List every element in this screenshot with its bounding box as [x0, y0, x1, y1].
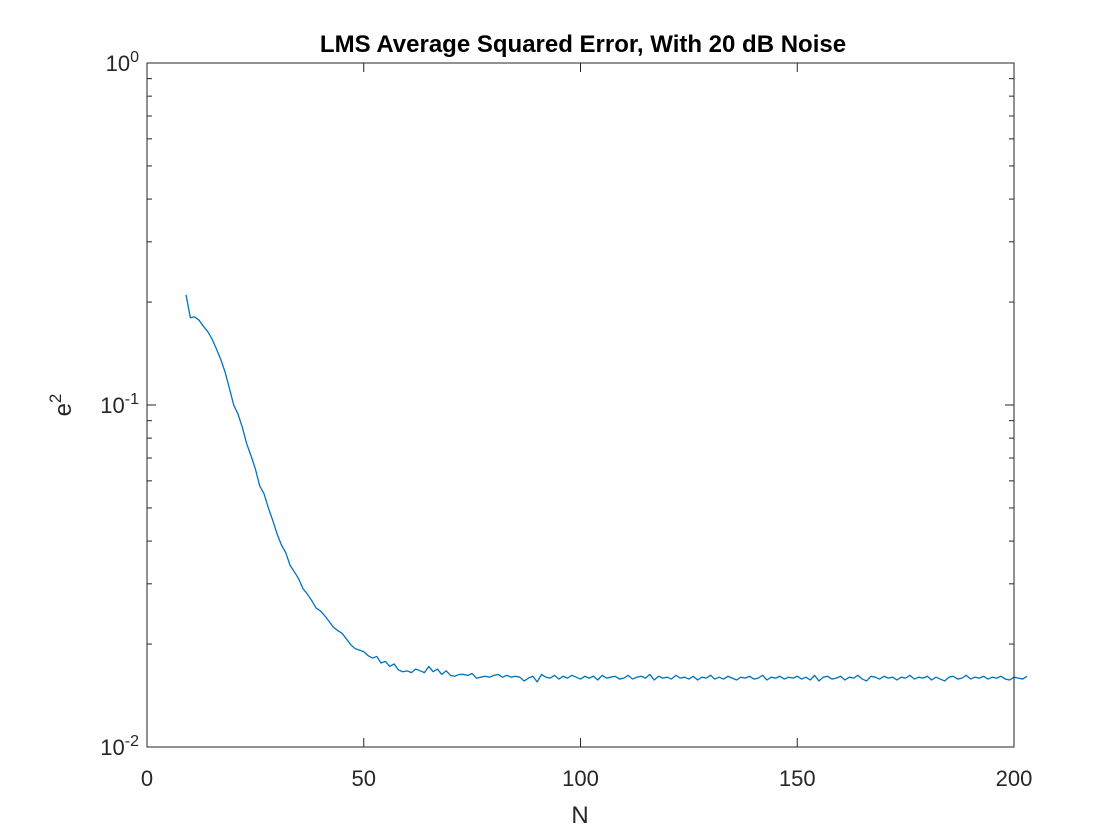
- x-tick-labels: 0 50 100 150 200: [141, 766, 1032, 791]
- y-tick-label-base: 10: [106, 51, 130, 76]
- x-axis-label: N: [571, 802, 588, 829]
- y-axis-label-base: e: [50, 403, 77, 416]
- y-tick-label: 10-1: [100, 391, 139, 418]
- axes-box: [146, 62, 1015, 748]
- y-tick-label-exponent: -1: [125, 391, 139, 408]
- y-axis-label-exponent: 2: [46, 394, 65, 403]
- plot-area: [146, 62, 1028, 748]
- series-line: [185, 294, 1028, 683]
- y-axis-label: e2: [46, 394, 77, 417]
- chart-title: LMS Average Squared Error, With 20 dB No…: [320, 31, 846, 58]
- y-tick-label-exponent: -2: [125, 733, 139, 750]
- y-tick-label-base: 10: [100, 393, 124, 418]
- x-tick-label: 50: [352, 766, 376, 791]
- y-tick-label: 100: [106, 49, 139, 76]
- x-tick-label: 0: [141, 766, 153, 791]
- y-tick-label-exponent: 0: [130, 49, 139, 66]
- x-tick-label: 150: [779, 766, 816, 791]
- x-tick-label: 100: [562, 766, 599, 791]
- x-tick-label: 200: [996, 766, 1033, 791]
- y-tick-label-base: 10: [100, 735, 124, 760]
- y-tick-label: 10-2: [100, 733, 139, 760]
